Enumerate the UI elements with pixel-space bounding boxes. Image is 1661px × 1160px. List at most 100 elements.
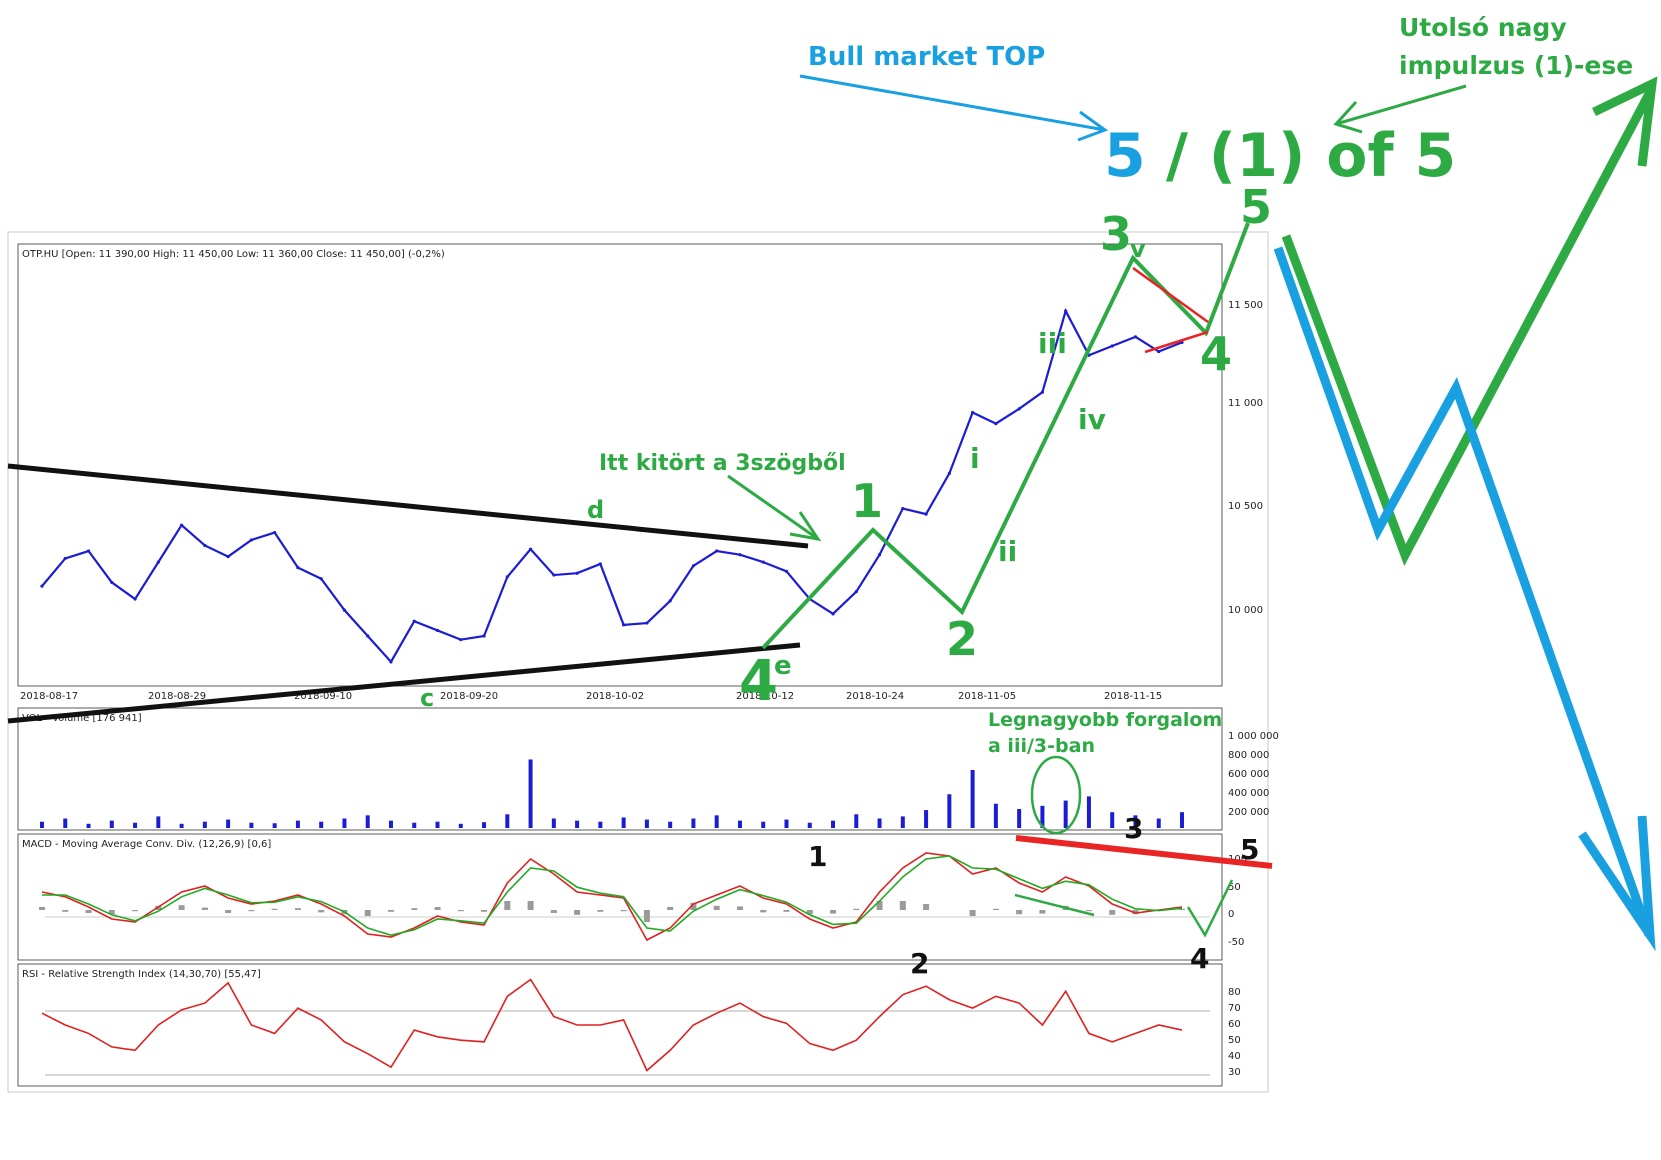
triangle-lower-trendline [7, 642, 801, 724]
volume-y-tick: 600 000 [1228, 769, 1269, 780]
volume-bar [528, 759, 533, 828]
wedge-upper-red [1132, 266, 1209, 324]
forecast-blue-path [1273, 246, 1654, 937]
price-point [552, 573, 556, 577]
volume-bar [947, 794, 952, 828]
wave-i-ii-divergence [1014, 893, 1095, 917]
macd-histogram-bar [85, 910, 92, 913]
last-impulse-arrow [1333, 84, 1467, 134]
volume-bar [761, 821, 766, 828]
price-header: OTP.HU [Open: 11 390,00 High: 11 450,00 … [22, 249, 445, 260]
price-point [994, 422, 998, 426]
price-point [691, 564, 696, 568]
macd-wave-4-5-path [1186, 879, 1234, 938]
macd-histogram-bar [178, 905, 185, 910]
price-point [63, 556, 67, 561]
volume-bar [551, 818, 556, 828]
forecast-green-arrowhead [1592, 76, 1658, 167]
price-point [1133, 335, 1138, 339]
price-point [435, 628, 440, 633]
rsi-y-tick: 50 [1228, 1035, 1241, 1046]
price-point [854, 590, 858, 594]
macd-histogram-bar [271, 908, 278, 910]
macd-divergence-red [1015, 835, 1273, 869]
volume-bar [924, 810, 929, 828]
volume-highlight-ellipse [1030, 755, 1082, 835]
macd-histogram-bar [504, 901, 511, 910]
price-point [459, 638, 463, 642]
price-point [1110, 344, 1114, 348]
price-point [738, 553, 742, 557]
macd-histogram-bar [923, 904, 930, 910]
headline-wave-label: / (1) of 5 [1166, 121, 1456, 191]
macd-header: MACD - Moving Average Conv. Div. (12,26,… [22, 839, 271, 850]
rsi-y-tick: 40 [1228, 1051, 1241, 1062]
volume-bar [295, 820, 300, 828]
price-y-tick: 10 000 [1228, 605, 1263, 616]
price-y-tick: 11 500 [1228, 300, 1263, 311]
forecast-green-path [1281, 89, 1654, 566]
wave-iv-label: iv [1078, 403, 1106, 436]
wave-3-label: 3 [1100, 207, 1132, 261]
volume-bar [202, 821, 207, 828]
macd-histogram-bar [806, 910, 813, 915]
price-y-tick: 10 500 [1228, 501, 1263, 512]
price-point [947, 471, 951, 476]
price-point [924, 512, 928, 516]
volume-bar [877, 818, 882, 828]
volume-bar [179, 823, 184, 828]
price-point [366, 634, 370, 638]
triangle-c-label: c [420, 684, 434, 712]
price-point [412, 619, 416, 623]
price-point [1017, 407, 1021, 411]
volume-bar [598, 821, 603, 828]
macd-histogram-bar [364, 910, 371, 916]
macd-histogram-bar [574, 910, 581, 915]
macd-histogram-bar [853, 908, 860, 910]
price-point [179, 523, 184, 527]
macd-histogram-bar [248, 910, 255, 912]
x-tick: 2018-11-15 [1104, 691, 1162, 702]
volume-bar [970, 770, 975, 828]
rsi-header: RSI - Relative Strength Index (14,30,70)… [22, 969, 261, 980]
price-point [1040, 390, 1045, 394]
macd-histogram-bar [108, 910, 115, 915]
volume-bar [505, 814, 510, 828]
macd-histogram-bar [760, 910, 767, 913]
price-point [249, 538, 253, 542]
macd-histogram-bar [294, 908, 301, 910]
volume-bar [1133, 815, 1138, 828]
wave-4e-sub-label: e [774, 651, 792, 681]
rsi-panel [17, 963, 1223, 1087]
volume-bar [63, 818, 68, 828]
macd-histogram-bar [620, 910, 627, 912]
volume-bar [575, 820, 580, 828]
volume-panel [17, 707, 1223, 831]
macd-wave-3-label: 3 [1124, 812, 1143, 845]
volume-bar [319, 821, 324, 828]
x-tick: 2018-08-29 [148, 691, 206, 702]
price-point [1157, 349, 1161, 354]
macd-histogram-bar [434, 907, 441, 910]
macd-histogram-bar [132, 910, 139, 912]
volume-bar [1017, 809, 1022, 828]
volume-bar [691, 818, 696, 828]
macd-line [42, 855, 1183, 937]
volume-y-tick: 1 000 000 [1228, 731, 1279, 742]
macd-histogram-bar [201, 907, 208, 910]
macd-histogram-bar [39, 907, 45, 910]
macd-histogram-bar [597, 910, 604, 912]
price-point [831, 612, 835, 616]
volume-bar [133, 822, 138, 828]
macd-wave-5-label: 5 [1240, 833, 1259, 866]
price-point [342, 608, 347, 612]
breakout-label: Itt kitört a 3szögből [599, 451, 846, 476]
volume-bar [249, 822, 254, 828]
volume-bar [272, 823, 277, 828]
price-point [86, 549, 91, 553]
rsi-series [41, 978, 1183, 1072]
volume-series [40, 759, 1184, 828]
x-tick: 2018-09-20 [440, 691, 498, 702]
macd-histogram-bar [969, 910, 976, 916]
